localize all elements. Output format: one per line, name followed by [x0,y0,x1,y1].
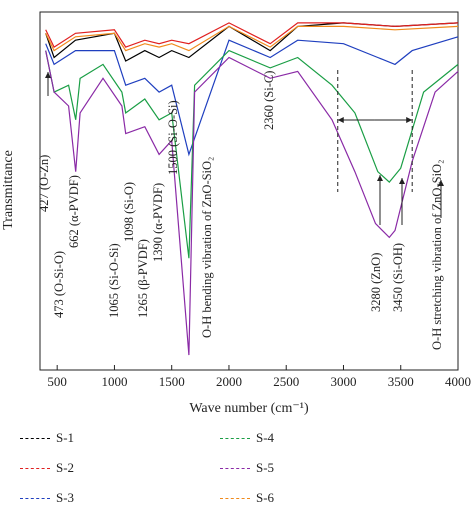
legend-item-s6: S-6 [220,490,274,506]
series-line-s-5 [45,50,459,356]
y-axis-label: Transmittance [1,150,16,230]
annotation-group: 427 (O-Zn) 473 (O-Si-O)662 (α-PVDF) 1065 (… [37,70,444,350]
legend-swatch [20,497,50,499]
arrow-3280-head [377,175,383,181]
legend-item-s4: S-4 [220,430,274,446]
annotation-label: 427 (O-Zn) [37,155,51,212]
series-line-s-6 [45,25,459,52]
plot-frame [39,11,459,371]
annotation-label: O-H bending vibration of ZnO-SiO₂ [200,157,214,338]
series-line-s-4 [45,49,459,259]
annotation-label: 3450 (Si-OH) [391,243,405,312]
annotation-label: O-H stretching vibration of ZnO-SiO₂ [430,160,444,350]
legend-item-s5: S-5 [220,460,274,476]
x-tick-label: 1500 [159,374,185,389]
legend-swatch [220,497,250,499]
bracket-arrow-right-head [406,117,413,123]
x-tick-label: 4000 [445,374,471,389]
legend-swatch [220,467,250,469]
legend-item-s3: S-3 [20,490,74,506]
legend-label: S-1 [56,430,75,445]
legend-swatch [220,437,250,439]
x-axis-ticks: 500 1000 1500 2000 2500 3000 3500 4000 [47,365,471,389]
x-tick-label: 3000 [330,374,356,389]
arrow-427-head [45,72,51,78]
x-tick-label: 2000 [216,374,242,389]
arrow-ostretch-head [438,180,444,186]
annotation-label: 473 (O-Si-O) [52,251,66,318]
annotation-label: 1500 (Si-O-Si) [166,100,180,175]
legend-swatch [20,437,50,439]
x-tick-label: 500 [47,374,67,389]
legend-label: S-3 [56,490,75,505]
bracket-arrow-left-head [337,117,344,123]
legend-item-s1: S-1 [20,430,74,446]
annotation-label: 1065 (Si-O-Si) [107,243,121,318]
annotation-label: 1098 (Si-O) [122,182,136,242]
annotation-label: 1390 (α-PVDF) [151,183,165,262]
annotation-label: 2360 (Si-C) [262,71,276,130]
annotation-label: 1265 (β-PVDF) [136,239,150,318]
legend-label: S-4 [256,430,275,445]
legend-label: S-2 [56,460,75,475]
legend: S-1 S-2 S-3 S-4 S-5 S-6 [20,426,460,526]
x-tick-label: 1000 [101,374,127,389]
x-axis-label: Wave number (cm⁻¹) [189,401,309,416]
series-line-s-1 [45,22,459,62]
annotation-label: 3280 (ZnO) [369,253,383,312]
annotation-label: 662 (α-PVDF) [67,175,81,248]
x-tick-label: 3500 [388,374,414,389]
series-line-s-3 [45,36,459,157]
x-tick-label: 2500 [273,374,299,389]
legend-label: S-5 [256,460,275,475]
legend-item-s2: S-2 [20,460,74,476]
arrow-3450-head [399,178,405,184]
series-line-s-2 [45,22,459,48]
legend-label: S-6 [256,490,275,505]
legend-swatch [20,467,50,469]
series-group [45,22,459,356]
